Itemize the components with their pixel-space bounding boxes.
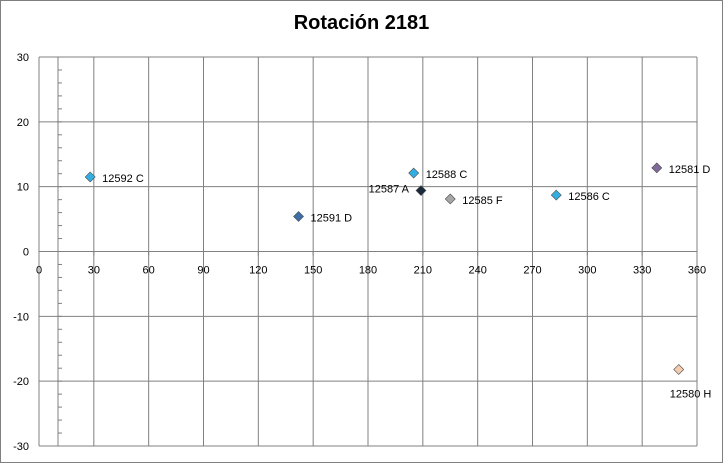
y-tick-label: -30 (13, 441, 29, 453)
x-tick-label: 300 (578, 265, 596, 277)
y-tick-label: 0 (23, 247, 29, 259)
x-tick-label: 330 (633, 265, 651, 277)
x-tick-label: 90 (197, 265, 209, 277)
data-point (673, 364, 685, 375)
point-label: 12580 H (670, 388, 712, 400)
point-label: 12586 C (568, 191, 610, 203)
point-label: 12587 A (369, 184, 410, 196)
x-tick-label: 180 (359, 265, 377, 277)
point-label: 12591 D (311, 212, 353, 224)
axes (38, 56, 698, 447)
y-tick-label: -20 (13, 376, 29, 388)
data-point (293, 211, 304, 222)
chart-title: Rotación 2181 (293, 12, 430, 34)
x-tick-label: 360 (688, 265, 706, 277)
point-label: 12585 F (462, 195, 503, 207)
point-label: 12581 D (669, 164, 711, 176)
data-point (550, 189, 562, 201)
point-label: 12588 C (426, 169, 468, 181)
data-point (444, 193, 456, 205)
data-points: 12592 C 12591 D 12588 C 12587 A 12585 F 12586… (84, 162, 712, 400)
x-tick-label: 30 (88, 265, 100, 277)
y-tick-label: 20 (17, 117, 29, 129)
data-point (408, 167, 420, 179)
x-tick-label: 240 (468, 265, 486, 277)
x-tick-label: 210 (414, 265, 432, 277)
x-tick-label: 150 (304, 265, 322, 277)
x-tick-label: 120 (249, 265, 267, 277)
data-point (651, 162, 663, 174)
y-tick-label: -10 (13, 311, 29, 323)
y-tick-label: 10 (17, 182, 29, 194)
y-tick-label: 30 (17, 52, 29, 64)
x-tick-label: 0 (36, 265, 42, 277)
x-tick-label: 270 (523, 265, 541, 277)
data-point (415, 185, 427, 196)
point-label: 12592 C (102, 173, 144, 185)
data-point (84, 171, 96, 183)
x-tick-label: 60 (143, 265, 155, 277)
